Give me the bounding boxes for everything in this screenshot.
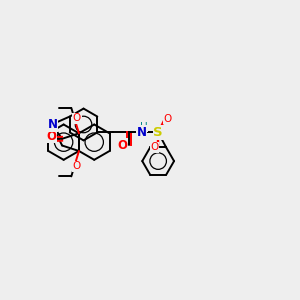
Text: S: S: [153, 126, 163, 139]
Text: O: O: [164, 114, 172, 124]
Text: O: O: [73, 113, 81, 123]
Text: O: O: [118, 139, 128, 152]
Text: O: O: [46, 130, 56, 143]
Text: H: H: [140, 122, 147, 131]
Text: O: O: [73, 161, 81, 171]
Text: N: N: [48, 118, 58, 131]
Text: N: N: [136, 126, 146, 139]
Text: O: O: [150, 142, 158, 152]
